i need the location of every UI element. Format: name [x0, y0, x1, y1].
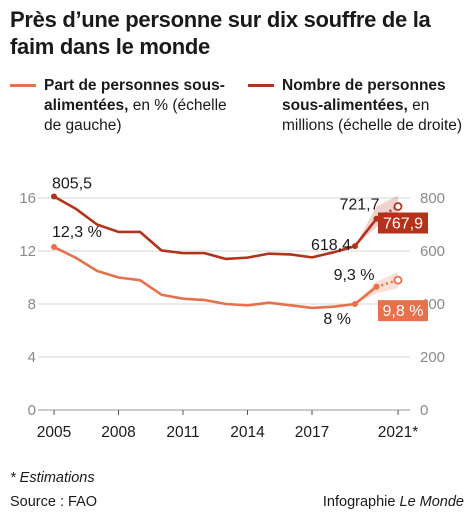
- series-share-estimate-box: [378, 300, 428, 322]
- credit: Infographie Le Monde: [323, 494, 464, 510]
- left-tick-label: 12: [19, 243, 36, 260]
- series-count-line: [53, 195, 378, 261]
- left-tick-label: 16: [19, 190, 36, 207]
- footnote: * Estimations: [10, 470, 95, 486]
- x-tick-label: 2014: [230, 424, 265, 440]
- source: Source : FAO: [10, 494, 98, 510]
- series-count-point: [393, 202, 403, 211]
- legend-share: Part de personnes sous-alimentées, en % …: [10, 76, 230, 156]
- series-share-label: 12,3 %: [52, 224, 102, 241]
- legend-share-bold: Part de personnes sous-alimentées,: [44, 77, 225, 114]
- legend-count-swatch: [248, 84, 274, 87]
- series-share-label: 9,3 %: [334, 267, 375, 284]
- legend-count-bold: Nombre de personnes sous-alimentées,: [282, 77, 446, 114]
- series-count-point: [352, 243, 358, 250]
- x-tick-label: 2005: [37, 424, 71, 440]
- legend-count-normal: en millions (échelle de droite): [282, 97, 463, 134]
- series-share-point: [352, 301, 358, 307]
- legend-count: Nombre de personnes sous-alimentées, en …: [248, 76, 470, 156]
- legend-share-normal: en % (échelle de gauche): [44, 97, 227, 134]
- right-tick-label: 800: [420, 190, 445, 207]
- series-count-estimate-label: 767,9: [383, 216, 423, 233]
- series-count-point: [51, 193, 57, 200]
- credit-prefix: Infographie: [322, 494, 400, 510]
- series-share-estimate-label: 9,8 %: [383, 303, 424, 320]
- x-tick-label: 2021*: [378, 424, 419, 440]
- series-count-label: 721,7: [339, 197, 379, 214]
- series-share-label: 8 %: [323, 311, 351, 328]
- left-tick-label: 8: [28, 296, 36, 313]
- x-tick-label: 2017: [295, 424, 329, 440]
- series-share-line: [53, 245, 378, 310]
- x-tick-label: 2011: [166, 424, 199, 440]
- right-tick-label: 200: [420, 349, 445, 366]
- right-tick-label: 600: [420, 243, 445, 260]
- series-count-label: 805,5: [52, 176, 92, 193]
- series-count-label: 618,4: [311, 237, 351, 254]
- right-tick-label: 0: [420, 402, 428, 419]
- chart-title: Près d’une personne sur dix souffre de l…: [10, 7, 431, 59]
- series-count-estimate-box: [378, 212, 428, 234]
- left-tick-label: 0: [28, 402, 36, 419]
- credit-brand: Le Monde: [399, 494, 465, 510]
- x-tick-label: 2008: [101, 424, 135, 440]
- legend-share-swatch: [10, 84, 36, 87]
- series-share-point: [51, 244, 57, 251]
- series-share-estimate-line: [376, 279, 399, 288]
- left-tick-label: 4: [28, 349, 36, 366]
- series-share-point: [393, 275, 403, 285]
- series-share-point: [373, 283, 380, 290]
